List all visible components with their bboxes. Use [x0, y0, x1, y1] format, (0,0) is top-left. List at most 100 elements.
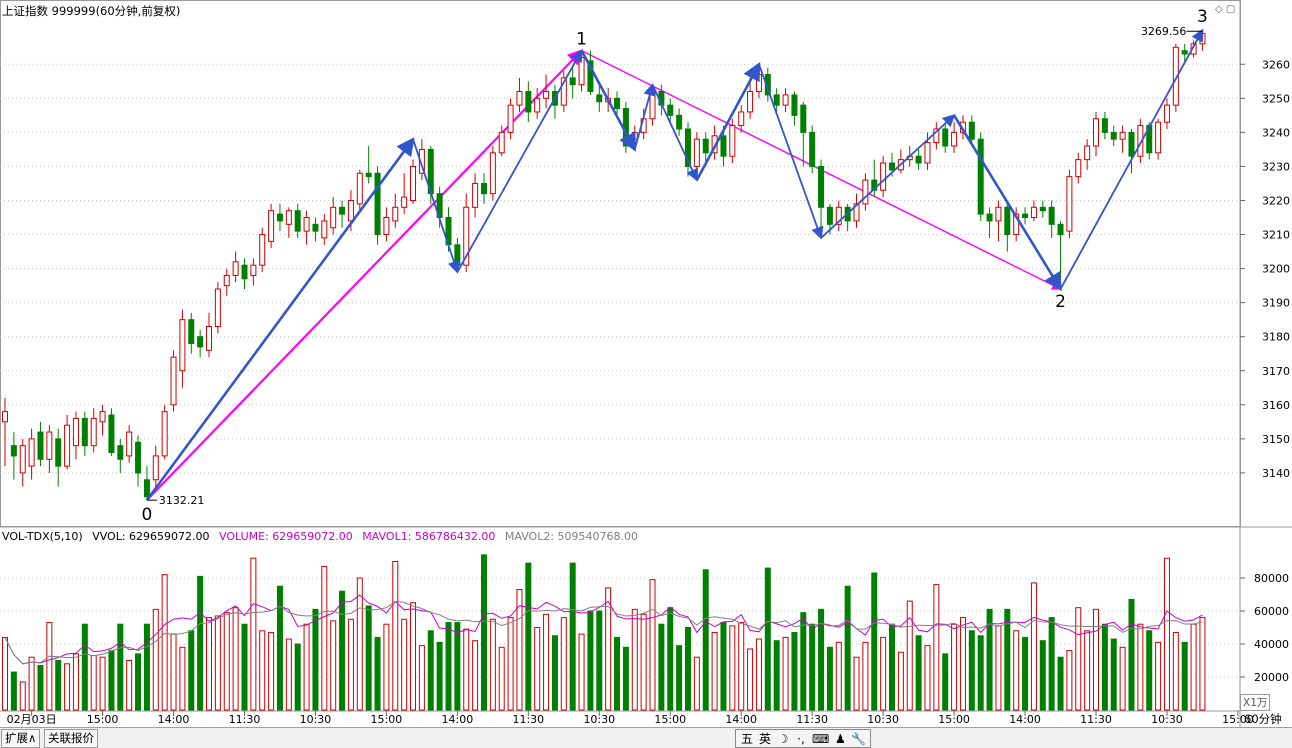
- volume-bar: [55, 660, 62, 711]
- volume-bar: [321, 565, 328, 711]
- volume-bar: [480, 554, 487, 711]
- candle-body: [1190, 43, 1197, 55]
- volume-bar: [889, 623, 895, 711]
- candle: [782, 88, 789, 112]
- candle: [835, 200, 842, 232]
- candle: [321, 214, 328, 245]
- volume-bar: [871, 572, 878, 711]
- candle-body: [179, 319, 186, 372]
- candle: [19, 438, 26, 487]
- volume-bar: [516, 589, 523, 711]
- candle-body: [738, 111, 745, 127]
- time-tick-label: 11:30: [796, 713, 828, 726]
- volume-bar: [463, 628, 470, 711]
- candle-body: [330, 206, 337, 229]
- volume-bar: [436, 641, 443, 711]
- ime-mode-wubi[interactable]: 五: [740, 732, 753, 746]
- price-tick-label: 3180: [1262, 331, 1290, 344]
- volume-bar: [2, 636, 8, 711]
- candle: [37, 421, 44, 467]
- volume-bar: [747, 648, 754, 711]
- candle-body: [853, 203, 860, 222]
- candle: [1093, 111, 1100, 157]
- time-tick-label: 11:30: [1080, 713, 1112, 726]
- candle: [28, 428, 35, 480]
- candle: [259, 227, 266, 272]
- candle-body: [791, 94, 798, 116]
- candle: [560, 71, 567, 112]
- price-tick-label: 3160: [1262, 399, 1290, 412]
- candle-body: [135, 441, 142, 474]
- volume-bar: [241, 623, 248, 711]
- candle-body: [28, 438, 35, 467]
- keyboard-icon[interactable]: ⌨: [812, 731, 830, 746]
- volume-bar: [418, 645, 425, 711]
- period-info: (60分钟,前复权): [95, 4, 181, 18]
- volume-bar: [232, 607, 239, 711]
- volume-bar: [862, 641, 869, 711]
- volume-bar: [1146, 630, 1153, 711]
- candle: [791, 91, 798, 126]
- candle: [871, 159, 878, 198]
- candle-body: [543, 91, 550, 99]
- candle-body: [1084, 145, 1091, 161]
- volume-bar: [81, 623, 88, 711]
- candle: [1084, 139, 1091, 170]
- candle: [676, 108, 683, 136]
- volume-bar: [835, 641, 842, 711]
- candle: [1039, 200, 1046, 218]
- punctuation-icon[interactable]: ·,: [797, 731, 805, 746]
- volume-tick-label: 20000: [1254, 671, 1289, 684]
- candle: [587, 50, 594, 95]
- volume-bar: [1101, 623, 1108, 711]
- restore-icon[interactable]: ◇: [1215, 4, 1223, 15]
- candle: [1013, 207, 1020, 242]
- candle-body: [747, 91, 754, 113]
- candle-body: [463, 206, 470, 266]
- price-tick-label: 3240: [1262, 126, 1290, 139]
- candle-body: [285, 210, 292, 225]
- volume-bar: [897, 651, 904, 711]
- candle: [303, 210, 310, 245]
- ime-lang-english[interactable]: 英: [758, 732, 771, 746]
- tab-related-quotes[interactable]: 关联报价: [44, 729, 98, 748]
- mavol1-value: MAVOL1: 586786432.00: [362, 530, 496, 543]
- candle-body: [569, 77, 576, 86]
- candle-body: [365, 172, 372, 178]
- tab-expand[interactable]: 扩展∧: [1, 729, 41, 748]
- candle-body: [1048, 206, 1055, 225]
- candle: [489, 146, 496, 201]
- candle: [188, 312, 195, 354]
- candle: [1048, 200, 1055, 238]
- volume-bar: [773, 640, 780, 711]
- volume-bar: [37, 664, 44, 711]
- volume-bar: [1057, 656, 1064, 711]
- candle: [1155, 118, 1162, 160]
- candle: [223, 268, 230, 296]
- time-tick-label: 02月03日: [7, 713, 57, 726]
- moon-icon[interactable]: ☽: [777, 731, 789, 746]
- candle: [516, 77, 523, 112]
- volume-bar: [676, 645, 683, 711]
- user-icon[interactable]: ♟: [834, 731, 846, 746]
- candle: [206, 312, 213, 358]
- wrench-icon[interactable]: 🔧: [851, 731, 867, 746]
- candle-body: [241, 264, 248, 280]
- volume-bar: [1155, 641, 1162, 711]
- candle: [862, 173, 869, 211]
- volume-bar: [658, 623, 665, 711]
- candle: [72, 411, 79, 460]
- maximize-icon[interactable]: ▢: [1225, 4, 1236, 15]
- volume-bar: [294, 643, 301, 711]
- candle: [108, 408, 115, 456]
- volume-indicator-name[interactable]: VOL-TDX(5,10): [2, 530, 83, 543]
- volume-bar: [587, 610, 594, 711]
- candle: [667, 98, 674, 123]
- candle-body: [534, 97, 541, 113]
- volume-bar: [356, 577, 363, 711]
- candle-body: [480, 182, 487, 195]
- volume-bar: [1128, 598, 1135, 711]
- period-selector[interactable]: 60分钟: [1244, 712, 1282, 726]
- sub-wave-segment: [820, 114, 956, 239]
